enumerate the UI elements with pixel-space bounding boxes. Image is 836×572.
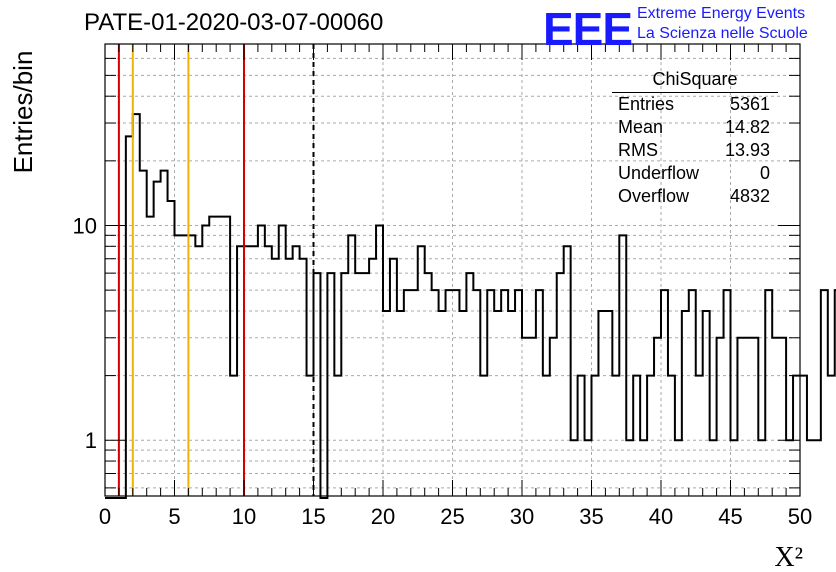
x-tick-label: 10 xyxy=(232,504,256,529)
x-tick-label: 0 xyxy=(99,504,111,529)
stats-title: ChiSquare xyxy=(612,66,778,93)
y-axis-label: Entries/bin xyxy=(8,51,38,174)
x-tick-label: 15 xyxy=(301,504,325,529)
stats-row-entries: Entries 5361 xyxy=(612,93,778,116)
stats-value: 4832 xyxy=(729,186,770,206)
stats-row-underflow: Underflow 0 xyxy=(612,162,778,185)
tick-labels: 0 5 10 15 20 25 30 35 40 45 50 1 10 xyxy=(73,213,813,529)
y-tick-label: 1 xyxy=(85,428,97,453)
stats-label: Overflow xyxy=(618,186,690,206)
axis-ticks xyxy=(104,44,801,496)
y-tick-label: 10 xyxy=(73,213,97,238)
x-axis-label: X² xyxy=(774,542,803,572)
x-tick-label: 35 xyxy=(579,504,603,529)
logo-tagline-1: Extreme Energy Events xyxy=(637,5,806,22)
stats-label: Entries xyxy=(618,94,675,114)
x-tick-label: 50 xyxy=(788,504,812,529)
stats-label: Mean xyxy=(618,117,664,137)
x-tick-label: 40 xyxy=(649,504,673,529)
x-tick-label: 45 xyxy=(718,504,742,529)
histogram-outline xyxy=(105,113,836,499)
x-tick-label: 20 xyxy=(371,504,395,529)
stats-value: 13.93 xyxy=(724,140,770,160)
x-tick-label: 5 xyxy=(168,504,180,529)
stats-value: 5361 xyxy=(729,94,770,114)
eee-logo: EEE xyxy=(543,3,633,55)
threshold-lines xyxy=(117,44,315,496)
stats-box: ChiSquare Entries 5361 Mean 14.82 RMS 13… xyxy=(612,66,778,206)
stats-row-overflow: Overflow 4832 xyxy=(612,185,778,208)
chart-title: PATE-01-2020-03-07-00060 xyxy=(84,9,384,36)
stats-value: 14.82 xyxy=(724,117,770,137)
x-tick-label: 25 xyxy=(440,504,464,529)
stats-label: RMS xyxy=(618,140,658,160)
logo-tagline-2: La Scienza nelle Scuole xyxy=(637,25,808,42)
x-tick-label: 30 xyxy=(510,504,534,529)
stats-label: Underflow xyxy=(618,163,700,183)
grid-lines xyxy=(105,44,800,496)
histogram-bars xyxy=(105,113,836,499)
stats-value: 0 xyxy=(759,163,770,183)
stats-row-mean: Mean 14.82 xyxy=(612,116,778,139)
stats-row-rms: RMS 13.93 xyxy=(612,139,778,162)
